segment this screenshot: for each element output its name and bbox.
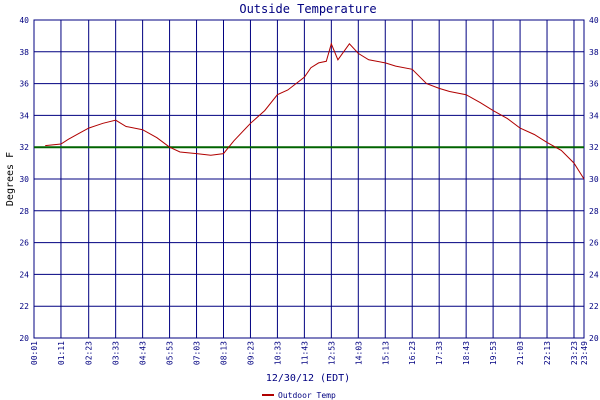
y-tick-label: 26: [19, 239, 29, 248]
x-tick-label: 12:53: [327, 341, 336, 365]
y-tick-label: 20: [19, 334, 29, 343]
y-tick-label: 30: [19, 175, 29, 184]
y-tick-label: 26: [589, 239, 599, 248]
y-tick-labels-left: 20 22 24 26 28 30 32 34 36 38 40: [19, 16, 29, 343]
y-tick-label: 38: [589, 48, 599, 57]
x-tick-label: 18:43: [462, 341, 471, 365]
x-tick-label: 01:11: [57, 341, 66, 365]
x-tick-label: 23:49: [580, 341, 589, 365]
y-tick-label: 20: [589, 334, 599, 343]
legend-label-outdoor-temp: Outdoor Temp: [278, 391, 336, 400]
series-line-outdoor-temp: [45, 42, 585, 180]
y-tick-label: 34: [19, 111, 29, 120]
y-tick-label: 34: [589, 111, 599, 120]
x-tick-label: 10:33: [273, 341, 282, 365]
x-tick-label: 17:33: [435, 341, 444, 365]
y-tick-label: 32: [19, 143, 29, 152]
x-tick-label: 19:53: [489, 341, 498, 365]
x-tick-label: 22:13: [543, 341, 552, 365]
y-tick-label: 22: [589, 302, 599, 311]
x-tick-label: 03:33: [112, 341, 121, 365]
x-tick-label: 15:13: [381, 341, 390, 365]
x-tick-label: 09:23: [246, 341, 255, 365]
y-tick-label: 24: [19, 270, 29, 279]
x-tick-label: 04:43: [139, 341, 148, 365]
x-axis-label: 12/30/12 (EDT): [266, 373, 350, 384]
y-tick-label: 22: [19, 302, 29, 311]
x-tick-label: 14:03: [354, 341, 363, 365]
y-tick-label: 38: [19, 48, 29, 57]
x-tick-label: 21:03: [516, 341, 525, 365]
x-tick-label: 02:23: [85, 341, 94, 365]
y-tick-label: 30: [589, 175, 599, 184]
y-tick-labels-right: 20 22 24 26 28 30 32 34 36 38 40: [589, 16, 599, 343]
y-tick-label: 32: [589, 143, 599, 152]
y-axis-label: Degrees F: [5, 152, 16, 206]
y-tick-label: 40: [589, 16, 599, 25]
x-tick-label: 05:53: [166, 341, 175, 365]
y-tick-label: 36: [589, 80, 599, 89]
y-tick-label: 28: [19, 207, 29, 216]
y-tick-label: 40: [19, 16, 29, 25]
y-tick-label: 36: [19, 80, 29, 89]
x-tick-labels: 00:01 01:11 02:23 03:33 04:43 05:53 07:03 08:13…: [30, 341, 589, 365]
chart-title: Outside Temperature: [239, 2, 376, 16]
y-tick-label: 28: [589, 207, 599, 216]
x-tick-label: 00:01: [30, 341, 39, 365]
x-tick-label: 11:43: [300, 341, 309, 365]
x-tick-label: 23:23: [570, 341, 579, 365]
x-tick-label: 16:23: [408, 341, 417, 365]
x-tick-label: 07:03: [193, 341, 202, 365]
y-tick-label: 24: [589, 270, 599, 279]
x-tick-label: 08:13: [219, 341, 228, 365]
